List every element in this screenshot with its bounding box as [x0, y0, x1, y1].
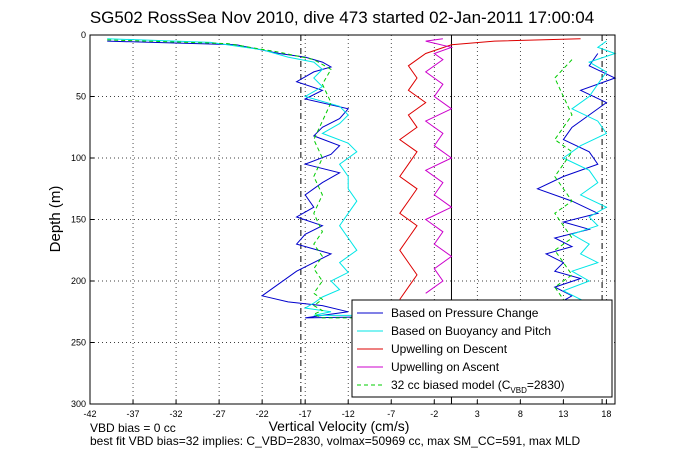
series-layer: [107, 38, 617, 319]
legend-label-1: Based on Pressure Change: [391, 306, 539, 320]
x-tick-label: 8: [518, 409, 523, 419]
y-axis-ticks: 0 50 100 150 200 250 300: [71, 30, 94, 409]
x-tick-label: 3: [475, 409, 480, 419]
x-tick-label: -7: [387, 409, 395, 419]
x-tick-label: -2: [430, 409, 438, 419]
legend-label-5: 32 cc biased model (CVBD=2830): [391, 378, 565, 395]
x-tick-label: 13: [558, 409, 568, 419]
y-tick-label: 100: [71, 153, 86, 163]
legend-label-4: Upwelling on Ascent: [391, 360, 500, 374]
x-tick-label: -17: [299, 409, 312, 419]
x-axis-ticks: -42 -37 -32 -27 -22 -17 -12 -7 -2 3 8 13 18: [83, 400, 611, 419]
y-tick-label: 250: [71, 338, 86, 348]
x-tick-label: 18: [601, 409, 611, 419]
legend-label-2: Based on Buoyancy and Pitch: [391, 324, 551, 338]
series-line-2: [107, 38, 617, 316]
x-axis-label: Vertical Velocity (cm/s): [269, 418, 410, 434]
legend: Based on Pressure Change Based on Buoyanc…: [351, 299, 613, 398]
legend-box: [351, 299, 613, 398]
x-tick-label: -12: [342, 409, 355, 419]
footer-line-1: VBD bias = 0 cc: [90, 421, 176, 435]
y-axis-label: Depth (m): [47, 186, 64, 253]
legend-label-3: Upwelling on Descent: [391, 342, 508, 356]
y-tick-label: 300: [71, 399, 86, 409]
series-line-3: [398, 38, 581, 300]
x-tick-label: -32: [170, 409, 183, 419]
footer-line-2: best fit VBD bias=32 implies: C_VBD=2830…: [90, 434, 581, 448]
x-tick-label: -27: [213, 409, 226, 419]
x-tick-label: -22: [256, 409, 269, 419]
y-tick-label: 50: [76, 92, 86, 102]
y-tick-label: 200: [71, 276, 86, 286]
x-tick-label: -42: [83, 409, 96, 419]
y-tick-label: 150: [71, 215, 86, 225]
x-tick-label: -37: [127, 409, 140, 419]
chart-title: SG502 RossSea Nov 2010, dive 473 started…: [90, 8, 594, 27]
series-line-4: [424, 38, 454, 294]
y-tick-label: 0: [81, 30, 86, 40]
